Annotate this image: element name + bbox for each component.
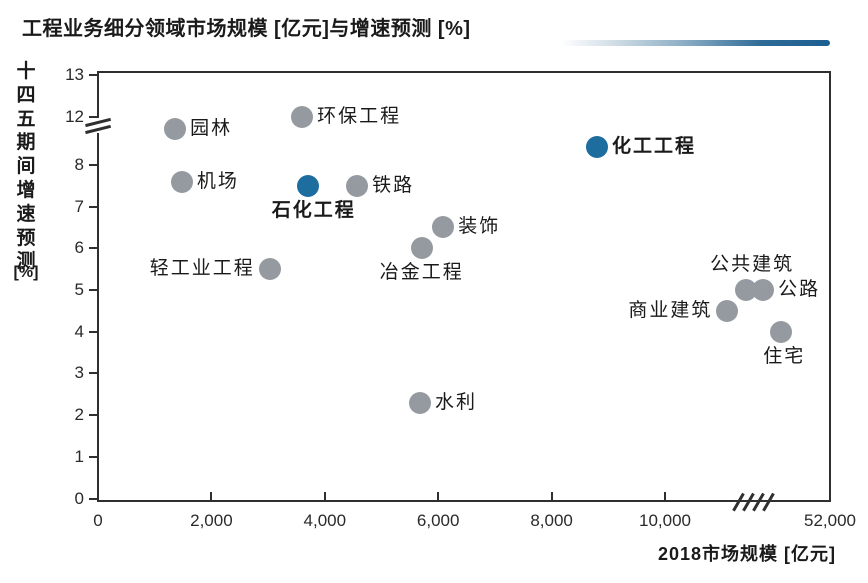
point-label-机场: 机场 bbox=[196, 170, 239, 192]
x-axis-title: 2018市场规模 [亿元] bbox=[657, 544, 836, 564]
y-axis-tick-label: 13 bbox=[65, 65, 84, 84]
y-axis-tick-label: 0 bbox=[74, 488, 84, 508]
x-axis-tick-label: 10,000 bbox=[639, 511, 691, 530]
point-水利 bbox=[409, 391, 432, 414]
y-axis-title-char: 测 bbox=[16, 251, 36, 273]
point-label-化工工程: 化工工程 bbox=[611, 135, 696, 157]
point-label-轻工业工程: 轻工业工程 bbox=[149, 258, 255, 280]
x-axis-tick bbox=[550, 492, 553, 500]
y-axis-tick-label: 3 bbox=[74, 363, 84, 383]
y-axis-tick bbox=[89, 455, 98, 458]
point-label-水利: 水利 bbox=[435, 391, 478, 413]
x-axis-tick bbox=[437, 492, 440, 500]
y-axis-tick bbox=[89, 163, 98, 166]
point-环保工程 bbox=[291, 105, 314, 128]
y-axis-unit: [%] bbox=[13, 264, 39, 281]
y-axis-tick-label: 2 bbox=[74, 405, 84, 425]
point-label-铁路: 铁路 bbox=[372, 174, 415, 196]
point-label-冶金工程: 冶金工程 bbox=[379, 262, 464, 284]
point-园林 bbox=[164, 117, 187, 140]
point-label-石化工程: 石化工程 bbox=[271, 199, 356, 221]
x-axis-tick-label: 6,000 bbox=[416, 511, 460, 530]
y-axis-tick-label: 5 bbox=[74, 280, 84, 299]
point-装饰 bbox=[432, 216, 455, 239]
y-axis-title-char: 间 bbox=[16, 156, 36, 178]
x-axis-tick-label: 2,000 bbox=[190, 511, 233, 530]
x-axis-tick bbox=[829, 492, 831, 500]
point-冶金工程 bbox=[410, 237, 433, 260]
x-axis-tick-label: 8,000 bbox=[530, 511, 573, 530]
point-住宅 bbox=[770, 320, 793, 343]
y-axis-title-char: 五 bbox=[16, 108, 36, 130]
y-axis-tick bbox=[89, 372, 98, 375]
y-axis-tick-label: 1 bbox=[74, 446, 84, 466]
x-axis-tick bbox=[210, 492, 213, 500]
y-axis-tick bbox=[89, 414, 98, 417]
point-label-园林: 园林 bbox=[190, 117, 233, 139]
y-axis-break-gap bbox=[95, 118, 101, 133]
point-公路 bbox=[752, 279, 775, 301]
y-axis-tick bbox=[89, 289, 98, 291]
y-axis-title-char: 四 bbox=[16, 84, 36, 106]
point-label-公路: 公路 bbox=[778, 279, 821, 300]
y-axis-tick bbox=[89, 330, 98, 333]
y-axis-title-char: 速 bbox=[16, 203, 36, 225]
chart-title: 工程业务细分领域市场规模 [亿元]与增速预测 [%] bbox=[22, 18, 471, 40]
point-label-装饰: 装饰 bbox=[458, 216, 501, 238]
y-axis-tick-label: 6 bbox=[74, 238, 84, 258]
plot-area bbox=[97, 71, 831, 502]
point-机场 bbox=[170, 170, 193, 193]
y-axis-title-char: 预 bbox=[16, 227, 36, 249]
y-axis-tick-label: 8 bbox=[74, 154, 84, 174]
point-轻工业工程 bbox=[258, 258, 281, 281]
y-axis-tick bbox=[89, 497, 98, 500]
point-商业建筑 bbox=[716, 299, 739, 322]
point-公共建筑 bbox=[735, 279, 758, 301]
x-axis-tick-label: 0 bbox=[93, 511, 103, 530]
point-label-商业建筑: 商业建筑 bbox=[628, 299, 713, 321]
y-axis-title: 十四五期间增速预测 bbox=[12, 60, 40, 274]
point-化工工程 bbox=[585, 135, 608, 158]
point-label-公共建筑: 公共建筑 bbox=[710, 254, 795, 275]
title-accent-bar bbox=[560, 40, 830, 46]
y-axis-tick-label: 12 bbox=[65, 106, 84, 126]
point-label-环保工程: 环保工程 bbox=[317, 105, 402, 127]
point-铁路 bbox=[346, 174, 369, 197]
y-axis-tick-label: 7 bbox=[74, 196, 84, 216]
y-axis-tick bbox=[89, 247, 98, 250]
y-axis-title-char: 十 bbox=[16, 61, 36, 82]
x-axis-tick-label: 4,000 bbox=[303, 511, 347, 530]
x-axis-tick-label: 52,000 bbox=[804, 511, 856, 530]
y-axis-title-char: 增 bbox=[16, 179, 36, 201]
y-axis-tick bbox=[89, 115, 98, 118]
y-axis-title-char: 期 bbox=[16, 132, 36, 154]
y-axis-tick bbox=[89, 74, 98, 76]
x-axis-tick bbox=[97, 492, 99, 500]
point-石化工程 bbox=[296, 174, 319, 197]
x-axis-tick bbox=[664, 492, 666, 500]
y-axis-tick bbox=[89, 205, 98, 208]
y-axis-tick-label: 4 bbox=[74, 321, 84, 341]
point-label-住宅: 住宅 bbox=[763, 345, 806, 367]
x-axis-tick bbox=[323, 492, 326, 500]
